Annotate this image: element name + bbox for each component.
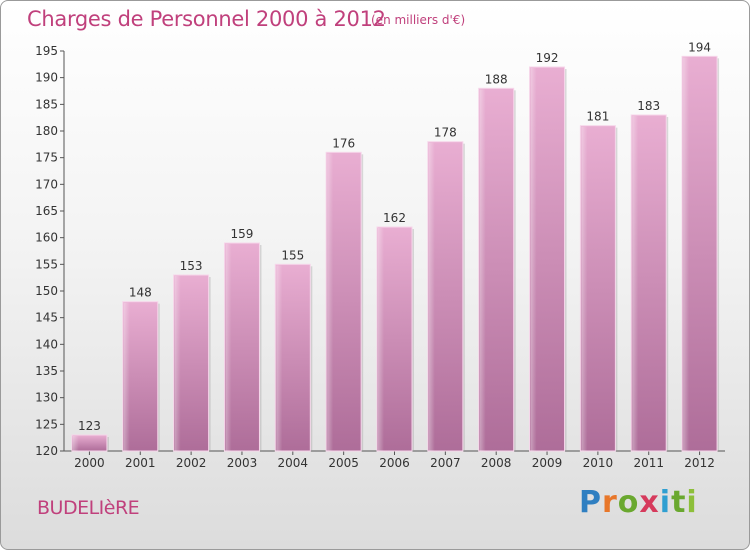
bar-value-label: 148: [129, 286, 152, 300]
logo-letter: o: [617, 485, 640, 520]
x-tick-label: 2007: [430, 456, 461, 470]
bar-value-label: 159: [231, 227, 254, 241]
x-tick-label: 2003: [227, 456, 258, 470]
x-tick-label: 2002: [176, 456, 207, 470]
chart-title: Charges de Personnel 2000 à 2012: [27, 7, 386, 31]
y-tick-label: 160: [35, 231, 58, 245]
y-tick-label: 135: [35, 364, 58, 378]
bar-highlight: [378, 228, 384, 451]
chart-subtitle: (en milliers d'€): [371, 13, 466, 27]
bar-highlight: [123, 302, 130, 451]
bar-value-label: 188: [485, 72, 508, 86]
axis-layer: 120 125 130 135 140 145 150 155 160 165 170 175 180 1…: [35, 44, 725, 470]
bar-highlight: [581, 126, 588, 452]
x-tick-label: 2012: [684, 456, 715, 470]
x-tick-label: 2006: [379, 456, 410, 470]
x-tick-label: 2009: [532, 456, 563, 470]
bar-value-label: 192: [536, 51, 559, 65]
bar-value-label: 183: [637, 99, 660, 113]
y-tick-label: 140: [35, 337, 58, 351]
x-tick-label: 2011: [633, 456, 664, 470]
bar-value-label: 155: [281, 248, 304, 262]
y-tick-label: 145: [35, 311, 58, 325]
logo-letter: P: [579, 485, 602, 520]
y-tick-label: 125: [35, 417, 58, 431]
bar-highlight: [479, 89, 486, 451]
x-tick-label: 2008: [481, 456, 512, 470]
y-tick-label: 180: [35, 124, 58, 138]
y-tick-label: 170: [35, 177, 58, 191]
y-tick-label: 185: [35, 97, 58, 111]
bar-value-label: 181: [586, 110, 609, 124]
x-tick-label: 2010: [583, 456, 614, 470]
bar-layer: 123 148 153 159 155 176 162 178 188 192 181 183 194: [71, 40, 720, 452]
bar-highlight: [327, 153, 334, 452]
bar-highlight: [174, 276, 181, 451]
bar-highlight: [428, 142, 435, 451]
logo-letter: r: [602, 485, 618, 520]
bar-highlight: [276, 265, 283, 451]
x-tick-label: 2004: [278, 456, 309, 470]
y-tick-label: 195: [35, 44, 58, 58]
x-tick-label: 2001: [125, 456, 156, 470]
y-tick-label: 130: [35, 391, 58, 405]
bar: [71, 434, 108, 452]
logo-letter: x: [639, 485, 660, 520]
bar-value-label: 176: [332, 136, 355, 150]
bar-value-label: 123: [78, 419, 101, 433]
x-tick-label: 2005: [328, 456, 359, 470]
logo-letter: i: [659, 485, 672, 520]
proxiti-logo[interactable]: Proxiti: [579, 485, 698, 520]
y-tick-label: 190: [35, 71, 58, 85]
bar-highlight: [225, 244, 232, 451]
bar-highlight: [530, 68, 537, 451]
bar-value-label: 153: [180, 259, 203, 273]
logo-letter: t: [671, 485, 687, 520]
y-tick-label: 120: [35, 444, 58, 458]
y-tick-label: 155: [35, 257, 58, 271]
bar-highlight: [683, 57, 690, 451]
bar-highlight: [72, 436, 79, 451]
logo-letter: i: [686, 485, 698, 520]
bar-highlight: [632, 116, 639, 451]
y-tick-label: 165: [35, 204, 58, 218]
y-tick-label: 175: [35, 151, 58, 165]
bar-value-label: 162: [383, 211, 406, 225]
bar-value-label: 194: [688, 40, 711, 54]
bar-value-label: 178: [434, 126, 457, 140]
city-name: BUDELIèRE: [37, 497, 140, 519]
x-tick-label: 2000: [74, 456, 105, 470]
y-tick-label: 150: [35, 284, 58, 298]
